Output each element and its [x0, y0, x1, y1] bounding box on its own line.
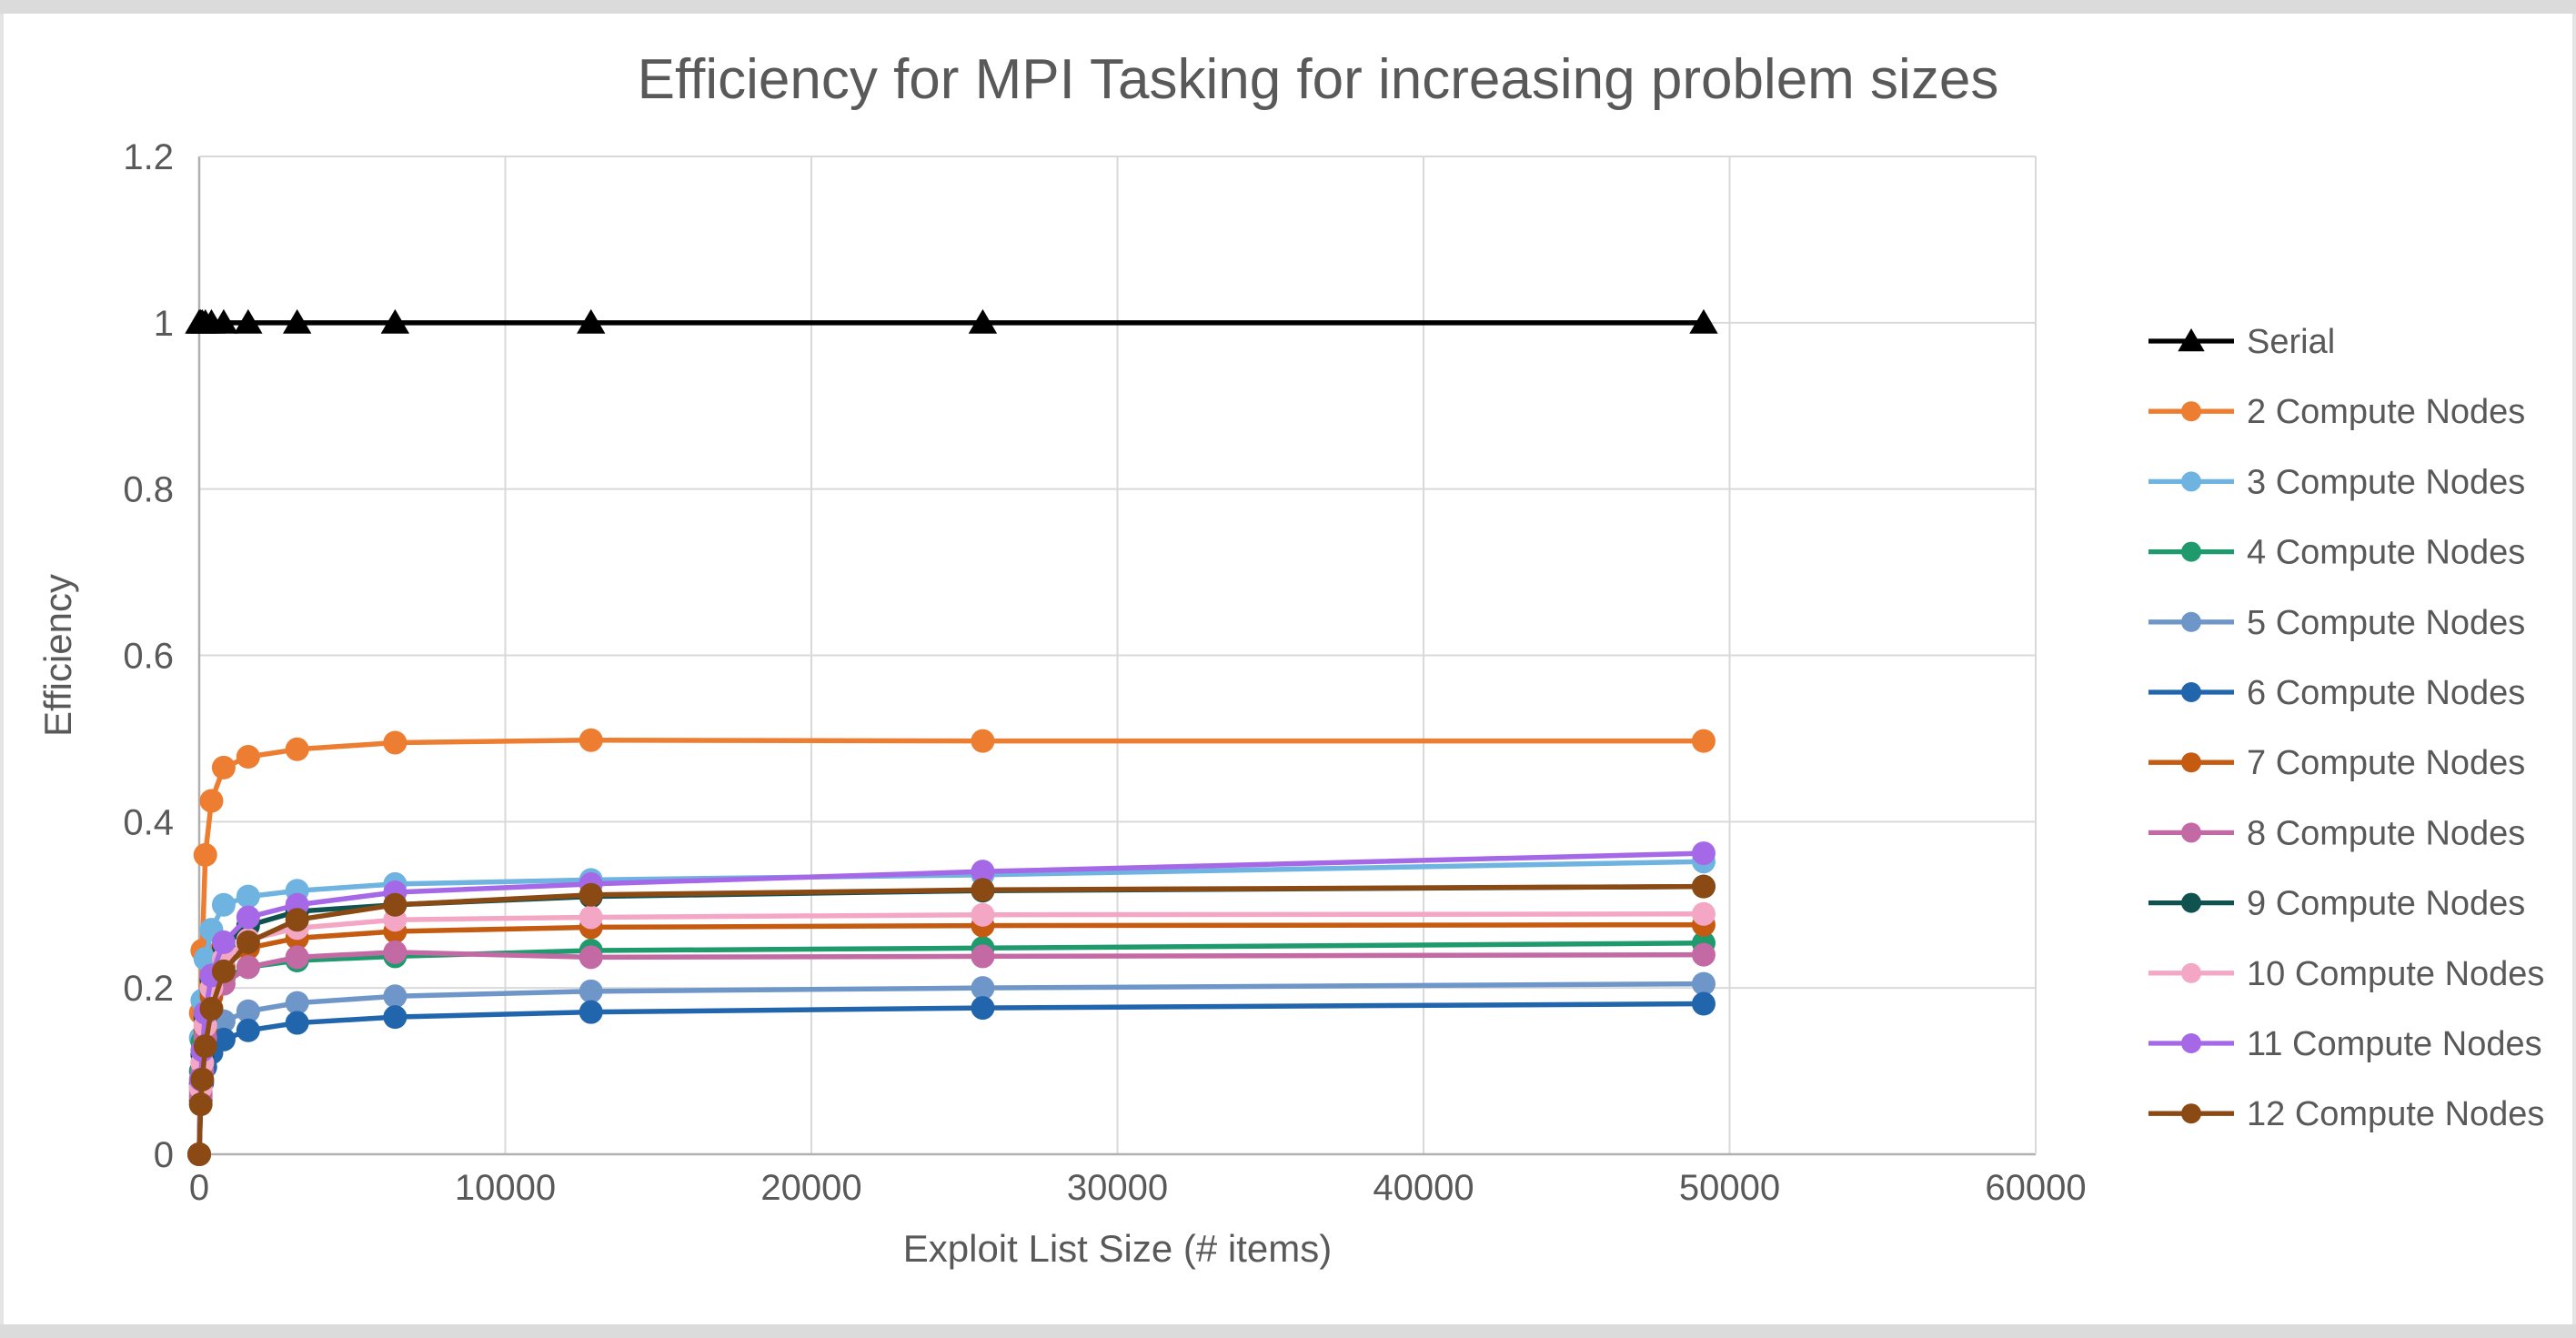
- svg-text:0.8: 0.8: [123, 470, 174, 510]
- svg-text:60000: 60000: [1985, 1168, 2086, 1208]
- svg-text:1: 1: [154, 304, 174, 344]
- svg-text:11 Compute Nodes: 11 Compute Nodes: [2247, 1025, 2542, 1063]
- svg-text:Serial: Serial: [2247, 323, 2335, 361]
- svg-text:4 Compute Nodes: 4 Compute Nodes: [2247, 534, 2525, 572]
- svg-text:9 Compute Nodes: 9 Compute Nodes: [2247, 885, 2525, 923]
- svg-text:0.6: 0.6: [123, 637, 174, 677]
- svg-text:30000: 30000: [1067, 1168, 1168, 1208]
- svg-text:Exploit List Size (# items): Exploit List Size (# items): [903, 1227, 1332, 1270]
- svg-text:50000: 50000: [1679, 1168, 1780, 1208]
- svg-text:0.4: 0.4: [123, 802, 174, 842]
- svg-text:40000: 40000: [1373, 1168, 1474, 1208]
- svg-text:0: 0: [154, 1135, 174, 1175]
- svg-text:8 Compute Nodes: 8 Compute Nodes: [2247, 814, 2525, 852]
- svg-text:7 Compute Nodes: 7 Compute Nodes: [2247, 744, 2525, 782]
- svg-text:10000: 10000: [455, 1168, 556, 1208]
- svg-text:6 Compute Nodes: 6 Compute Nodes: [2247, 674, 2525, 712]
- svg-text:Efficiency: Efficiency: [36, 574, 79, 737]
- svg-text:12 Compute Nodes: 12 Compute Nodes: [2247, 1095, 2544, 1133]
- svg-text:0: 0: [189, 1168, 209, 1208]
- svg-text:Efficiency for MPI Tasking for: Efficiency for MPI Tasking for increasin…: [638, 48, 1999, 111]
- svg-text:3 Compute Nodes: 3 Compute Nodes: [2247, 463, 2525, 501]
- svg-text:1.2: 1.2: [123, 137, 174, 177]
- svg-text:2 Compute Nodes: 2 Compute Nodes: [2247, 393, 2525, 431]
- svg-text:20000: 20000: [760, 1168, 861, 1208]
- svg-text:5 Compute Nodes: 5 Compute Nodes: [2247, 604, 2525, 642]
- svg-text:10 Compute Nodes: 10 Compute Nodes: [2247, 955, 2544, 993]
- svg-text:0.2: 0.2: [123, 969, 174, 1009]
